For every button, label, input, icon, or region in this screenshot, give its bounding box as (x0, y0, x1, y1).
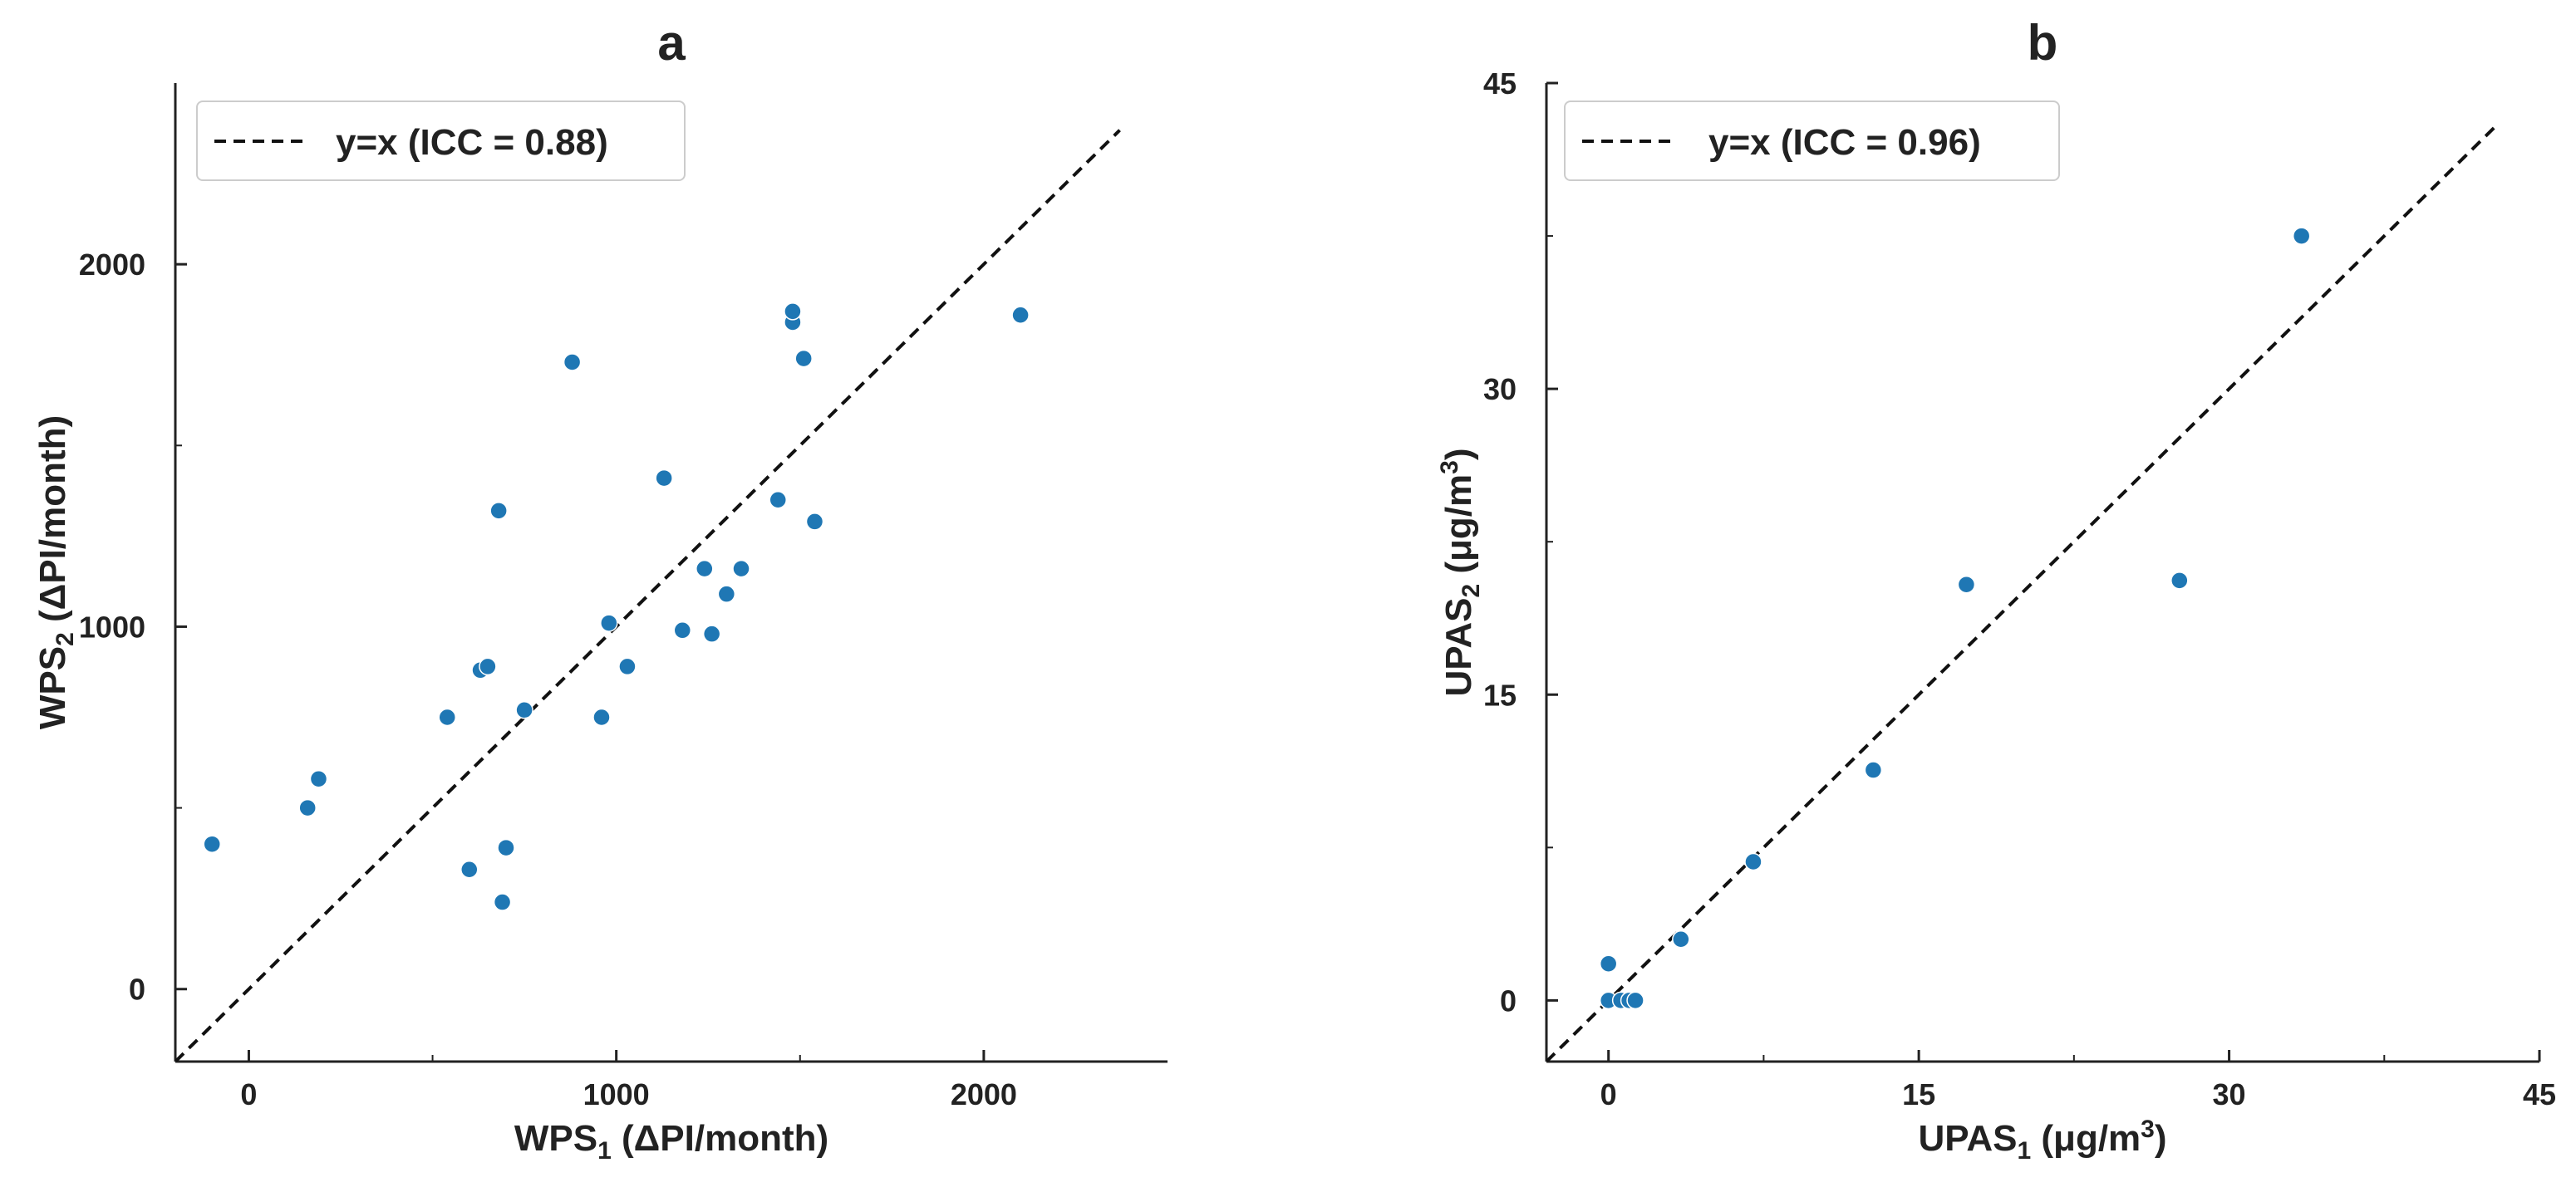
panel-a-reference-line (175, 129, 1121, 1062)
panel-a-data-point (673, 621, 692, 640)
panel-a-data-point (298, 798, 317, 817)
panel-b-legend-label: y=x (ICC = 0.96) (1708, 122, 1981, 163)
panel-a-data-point (702, 625, 721, 643)
panel-a-data-point (489, 502, 508, 520)
panel-b-data-point (1957, 575, 1976, 594)
panel-b-y-tick-label: 45 (1483, 66, 1517, 101)
panel-a-data-point (493, 893, 512, 911)
panel-a-y-tick-label: 2000 (79, 248, 145, 282)
panel-b-x-tick-label: 15 (1902, 1077, 1935, 1111)
panel-a-data-point (794, 349, 813, 368)
panel-a-data-point (203, 835, 221, 853)
panel-b-y-tick-label: 0 (1500, 983, 1517, 1018)
panel-a-x-axis-title: WPS1 (ΔPI/month) (514, 1118, 828, 1165)
panel-b-data-point (1626, 991, 1644, 1010)
panel-a-data-point (784, 302, 802, 321)
panel-a-y-tick-label: 0 (129, 973, 145, 1007)
panel-b-data-point (1864, 761, 1883, 779)
panel-b-data-point (1744, 852, 1762, 871)
panel-a-title: a (657, 15, 686, 71)
panel-a-data-point (592, 708, 611, 727)
panel-a-legend-label: y=x (ICC = 0.88) (336, 122, 608, 163)
panel-a-data-point (460, 861, 479, 879)
panel-a-data-point (805, 513, 824, 531)
panel-b-data-point (2170, 571, 2189, 590)
panel-b-reference-line (1546, 126, 2495, 1062)
panel-a-legend-box (196, 101, 686, 181)
panel-a-data-point (732, 559, 750, 578)
panel-a: a 0 1000 2000 0 1000 2000 y=x (ICC = 0.88) W… (32, 15, 1168, 1165)
panel-b-x-tick-label: 0 (1600, 1077, 1617, 1111)
panel-a-data-point (717, 585, 736, 603)
panel-b-legend: y=x (ICC = 0.96) (1564, 101, 2060, 181)
panel-b-data-point (1672, 930, 1690, 949)
panel-a-data-point (600, 614, 618, 632)
panel-b-x-tick-label: 30 (2213, 1077, 2246, 1111)
panel-a-data-point (479, 657, 497, 676)
panel-a-data-point (497, 838, 515, 857)
panel-a-data-point (769, 490, 787, 509)
panel-a-legend: y=x (ICC = 0.88) (196, 101, 686, 181)
panel-b-x-tick-label: 45 (2523, 1077, 2556, 1111)
panel-a-data-point (438, 708, 456, 727)
panel-b-y-tick-label: 30 (1483, 372, 1517, 406)
panel-b-title: b (2028, 15, 2058, 71)
panel-a-data-point (515, 701, 533, 719)
panel-a-x-tick-label: 1000 (583, 1077, 650, 1111)
panel-b-data-point (1599, 954, 1618, 973)
panel-a-data-point (309, 769, 328, 788)
panel-b-data-point (2292, 227, 2311, 245)
panel-a-data-point (696, 559, 714, 578)
panel-a-y-tick-label: 1000 (79, 610, 145, 644)
panel-a-data-point (563, 353, 582, 371)
panel-b-x-axis-title: UPAS1 (μg/m3) (1918, 1116, 2166, 1165)
panel-b: b 0 15 30 45 0 15 30 45 y=x (ICC = 0.96) UPAS1… (1436, 15, 2556, 1165)
panel-a-data-point (655, 468, 673, 488)
panel-b-y-axis-title: UPAS2 (μg/m3) (1436, 448, 1485, 696)
panel-b-legend-box (1564, 101, 2060, 181)
panel-a-y-axis-title: WPS2 (ΔPI/month) (32, 415, 79, 729)
panel-a-x-tick-label: 0 (240, 1077, 257, 1111)
panel-b-y-tick-label: 15 (1483, 678, 1517, 712)
panel-a-x-tick-label: 2000 (951, 1077, 1017, 1111)
panel-a-data-point (618, 657, 637, 676)
panel-a-data-point (1011, 306, 1030, 324)
